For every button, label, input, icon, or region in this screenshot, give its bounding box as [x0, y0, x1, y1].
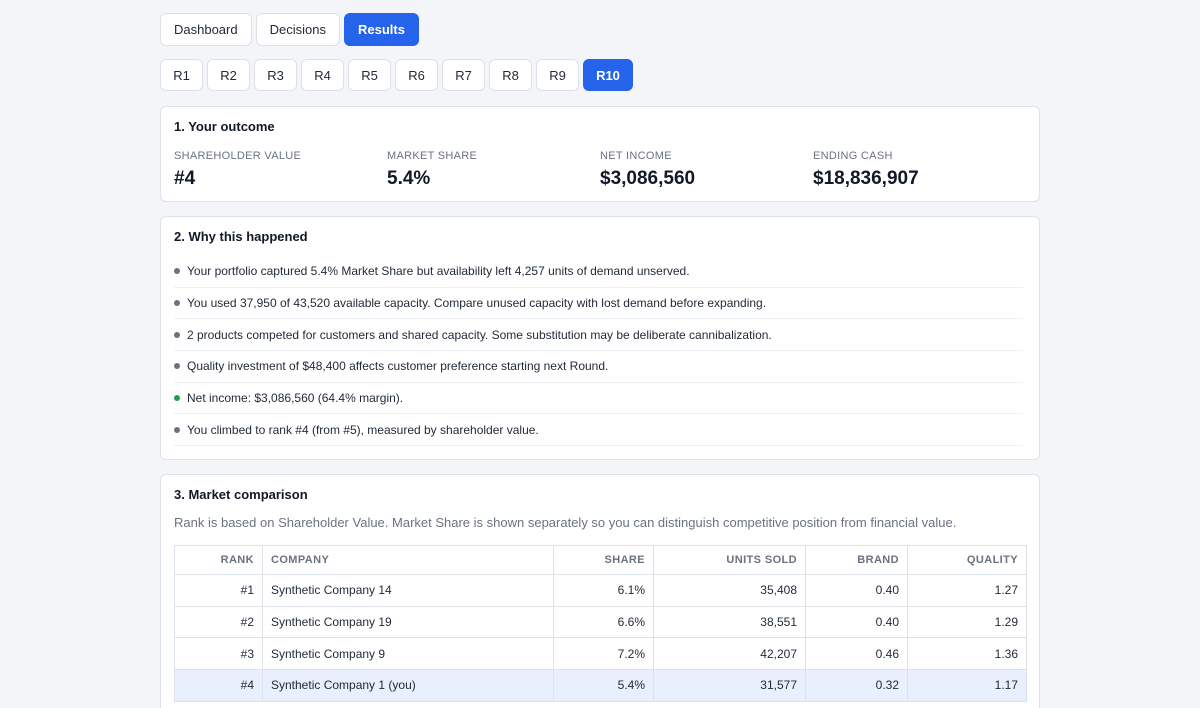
- reason-item: Net income: $3,086,560 (64.4% margin).: [174, 383, 1023, 415]
- round-button-r6[interactable]: R6: [395, 59, 438, 91]
- column-header-units-sold[interactable]: UNITS SOLD: [653, 545, 806, 575]
- column-header-brand[interactable]: BRAND: [805, 545, 908, 575]
- metric-value: #4: [174, 168, 196, 189]
- reason-text: Quality investment of $48,400 affects cu…: [187, 359, 609, 374]
- column-header-rank[interactable]: RANK: [174, 545, 263, 575]
- reason-text: Your portfolio captured 5.4% Market Shar…: [187, 264, 690, 279]
- cell-company: Synthetic Company 9: [262, 637, 554, 671]
- reason-item: Quality investment of $48,400 affects cu…: [174, 351, 1023, 383]
- bullet-dot-icon: [174, 395, 180, 402]
- table-header-row: RANK COMPANY SHARE UNITS SOLD BRAND QUAL…: [174, 545, 1027, 575]
- column-header-quality[interactable]: QUALITY: [907, 545, 1027, 575]
- round-button-r1[interactable]: R1: [160, 59, 203, 91]
- main-tabs: Dashboard Decisions Results: [160, 13, 1040, 46]
- market-title: 3. Market comparison: [174, 487, 308, 502]
- metric-label: SHAREHOLDER VALUE: [174, 150, 302, 162]
- cell-company: Synthetic Company 19: [262, 605, 554, 639]
- bullet-dot-icon: [174, 331, 180, 338]
- reason-text: 2 products competed for customers and sh…: [187, 327, 772, 342]
- cell-quality: 1.29: [907, 605, 1027, 639]
- table-row: #3 Synthetic Company 9 7.2% 42,207 0.46 1.36: [174, 637, 1027, 671]
- cell-brand: 0.46: [805, 637, 908, 671]
- round-button-r5[interactable]: R5: [348, 59, 391, 91]
- reason-item: 2 products competed for customers and sh…: [174, 319, 1023, 352]
- round-button-r7[interactable]: R7: [442, 59, 485, 91]
- bullet-dot-icon: [174, 426, 180, 433]
- cell-share: 6.6%: [553, 605, 654, 639]
- metric-shareholder-value: SHAREHOLDER VALUE #4: [174, 149, 387, 190]
- reason-text: You climbed to rank #4 (from #5), measur…: [187, 422, 539, 437]
- market-table: RANK COMPANY SHARE UNITS SOLD BRAND QUAL…: [174, 545, 1027, 702]
- cell-company: Synthetic Company 1 (you): [262, 669, 554, 702]
- metric-label: ENDING CASH: [813, 150, 893, 162]
- cell-share: 7.2%: [553, 637, 654, 671]
- reason-item: Your portfolio captured 5.4% Market Shar…: [174, 256, 1023, 288]
- table-row: #2 Synthetic Company 19 6.6% 38,551 0.40 1.29: [174, 605, 1027, 639]
- column-header-share[interactable]: SHARE: [553, 545, 654, 575]
- cell-quality: 1.27: [907, 574, 1027, 607]
- round-button-r9[interactable]: R9: [536, 59, 579, 91]
- metric-label: MARKET SHARE: [387, 150, 478, 162]
- cell-rank: #3: [174, 637, 263, 671]
- cell-units-sold: 38,551: [653, 605, 806, 639]
- cell-company: Synthetic Company 14: [262, 574, 554, 607]
- reason-text: You used 37,950 of 43,520 available capa…: [187, 296, 767, 311]
- tab-dashboard[interactable]: Dashboard: [160, 13, 252, 46]
- reason-item: You used 37,950 of 43,520 available capa…: [174, 288, 1023, 320]
- metric-ending-cash: ENDING CASH $18,836,907: [813, 149, 1026, 190]
- metric-value: 5.4%: [387, 168, 431, 189]
- cell-rank: #1: [174, 574, 263, 607]
- metric-label: NET INCOME: [600, 150, 672, 162]
- column-header-company[interactable]: COMPANY: [262, 545, 554, 575]
- reason-item: You climbed to rank #4 (from #5), measur…: [174, 414, 1023, 447]
- cell-rank: #2: [174, 605, 263, 639]
- cell-quality: 1.17: [907, 669, 1027, 702]
- bullet-dot-icon: [174, 363, 180, 370]
- market-subtitle: Rank is based on Shareholder Value. Mark…: [174, 515, 957, 530]
- round-selector: R1 R2 R3 R4 R5 R6 R7 R8 R9 R10: [160, 59, 1040, 92]
- results-page: Dashboard Decisions Results R1 R2 R3 R4 R5 R6…: [160, 13, 1040, 708]
- cell-quality: 1.36: [907, 637, 1027, 671]
- metric-market-share: MARKET SHARE 5.4%: [387, 149, 600, 190]
- metric-net-income: NET INCOME $3,086,560: [600, 149, 813, 190]
- outcome-card: 1. Your outcome SHAREHOLDER VALUE #4 MAR…: [160, 106, 1040, 202]
- reason-list: Your portfolio captured 5.4% Market Shar…: [174, 256, 1023, 447]
- cell-share: 5.4%: [553, 669, 654, 702]
- market-card: 3. Market comparison Rank is based on Sh…: [160, 474, 1040, 708]
- metric-value: $3,086,560: [600, 168, 696, 189]
- cell-rank: #4: [174, 669, 263, 702]
- table-row: #1 Synthetic Company 14 6.1% 35,408 0.40 1.27: [174, 574, 1027, 607]
- bullet-dot-icon: [174, 300, 180, 307]
- round-button-r4[interactable]: R4: [301, 59, 344, 91]
- metrics-row: SHAREHOLDER VALUE #4 MARKET SHARE 5.4% N…: [174, 149, 1026, 190]
- tab-decisions[interactable]: Decisions: [255, 13, 340, 46]
- tab-results[interactable]: Results: [343, 13, 419, 46]
- why-card: 2. Why this happened Your portfolio capt…: [160, 216, 1040, 460]
- cell-brand: 0.40: [805, 605, 908, 639]
- metric-value: $18,836,907: [813, 168, 919, 189]
- cell-units-sold: 42,207: [653, 637, 806, 671]
- cell-units-sold: 31,577: [653, 669, 806, 702]
- table-row: #4 Synthetic Company 1 (you) 5.4% 31,577 0.3…: [174, 669, 1027, 702]
- round-button-r2[interactable]: R2: [207, 59, 250, 91]
- reason-text: Net income: $3,086,560 (64.4% margin).: [187, 391, 404, 406]
- outcome-title: 1. Your outcome: [174, 119, 275, 134]
- cell-brand: 0.32: [805, 669, 908, 702]
- why-title: 2. Why this happened: [174, 229, 308, 244]
- bullet-dot-icon: [174, 268, 180, 275]
- cell-units-sold: 35,408: [653, 574, 806, 607]
- round-button-r3[interactable]: R3: [254, 59, 297, 91]
- cell-brand: 0.40: [805, 574, 908, 607]
- round-button-r8[interactable]: R8: [489, 59, 532, 91]
- cell-share: 6.1%: [553, 574, 654, 607]
- round-button-r10[interactable]: R10: [583, 59, 633, 91]
